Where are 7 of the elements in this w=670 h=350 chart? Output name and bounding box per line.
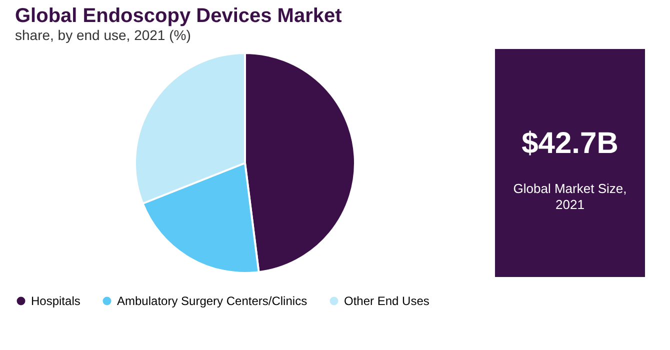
text: $42.7B xyxy=(522,127,618,160)
legend-label: Other End Uses xyxy=(344,294,430,308)
legend-label: Ambulatory Surgery Centers/Clinics xyxy=(117,294,308,308)
legend-label: Hospitals xyxy=(31,294,80,308)
chart-title: Global Endoscopy Devices Market xyxy=(15,5,342,27)
text: Global Market Size, 2021 xyxy=(513,181,627,212)
chart-subtitle: share, by end use, 2021 (%) xyxy=(15,27,191,43)
